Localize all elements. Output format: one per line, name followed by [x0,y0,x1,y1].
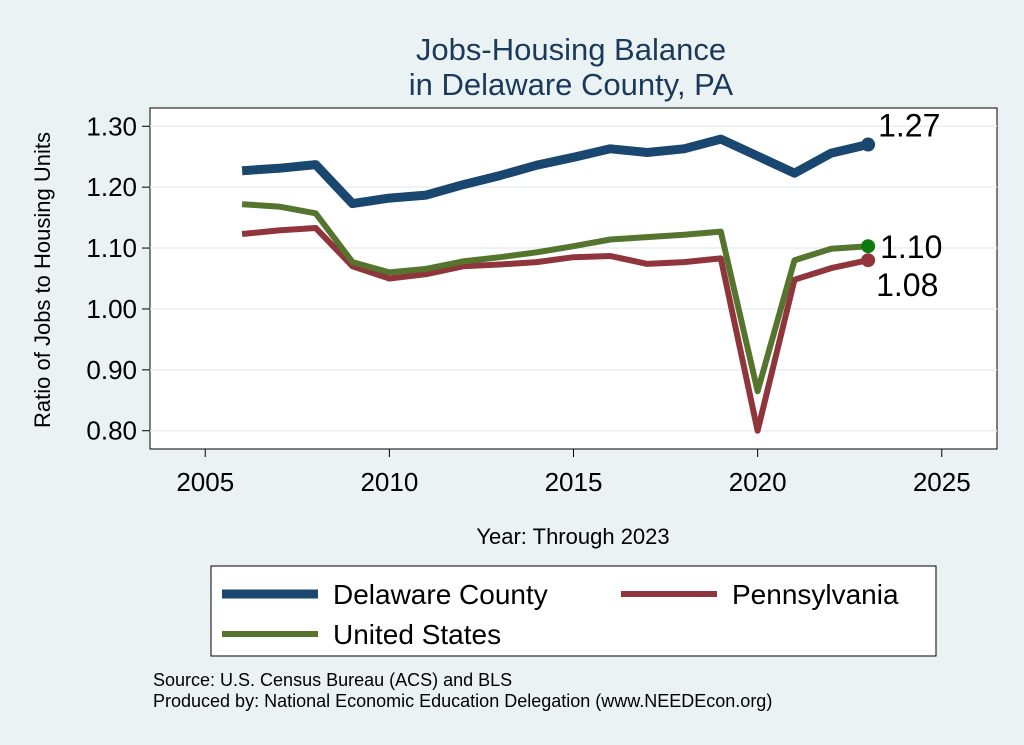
legend: Delaware County Pennsylvania United States [222,579,899,650]
y-axis-title: Ratio of Jobs to Housing Units [30,132,55,428]
end-markers: 1.27 1.081.10 [861,108,942,303]
x-tick-label: 2010 [360,467,418,497]
y-tick-label: 0.80 [86,416,137,446]
series-lines [241,134,870,434]
x-tick-label: 2015 [545,467,603,497]
y-tick-label: 1.20 [86,172,137,202]
chart-title-line-2: in Delaware County, PA [409,67,734,102]
x-axis: 2005 2010 2015 2020 2025 [150,448,997,497]
gridlines [150,125,997,432]
end-label-delaware-county: 1.27 [878,108,940,144]
produced-by-note: Produced by: National Economic Education… [153,691,772,711]
legend-label: United States [333,619,501,650]
legend-label: Delaware County [333,579,548,610]
y-axis: 0.80 0.90 1.00 1.10 1.20 1.30 [86,111,150,446]
y-tick-label: 0.90 [86,355,137,385]
x-tick-label: 2020 [729,467,787,497]
series-line-united-states [241,201,869,395]
x-tick-label: 2025 [913,467,971,497]
end-marker-pennsylvania [861,253,876,268]
y-tick-label: 1.30 [86,111,137,141]
end-marker-delaware-county [861,137,876,152]
end-label-pennsylvania: 1.08 [876,267,938,303]
end-marker-united-states [861,239,876,254]
legend-label: Pennsylvania [732,579,899,610]
legend-box [210,565,937,657]
series-line-delaware-county [241,134,870,209]
series-line-pennsylvania [241,225,869,434]
y-tick-label: 1.00 [86,294,137,324]
y-tick-label: 1.10 [86,233,137,263]
source-note: Source: U.S. Census Bureau (ACS) and BLS [153,670,512,690]
x-tick-label: 2005 [176,467,234,497]
end-label-united-states: 1.10 [880,229,942,265]
x-axis-title: Year: Through 2023 [476,524,669,549]
chart-title-line-1: Jobs-Housing Balance [416,32,726,67]
